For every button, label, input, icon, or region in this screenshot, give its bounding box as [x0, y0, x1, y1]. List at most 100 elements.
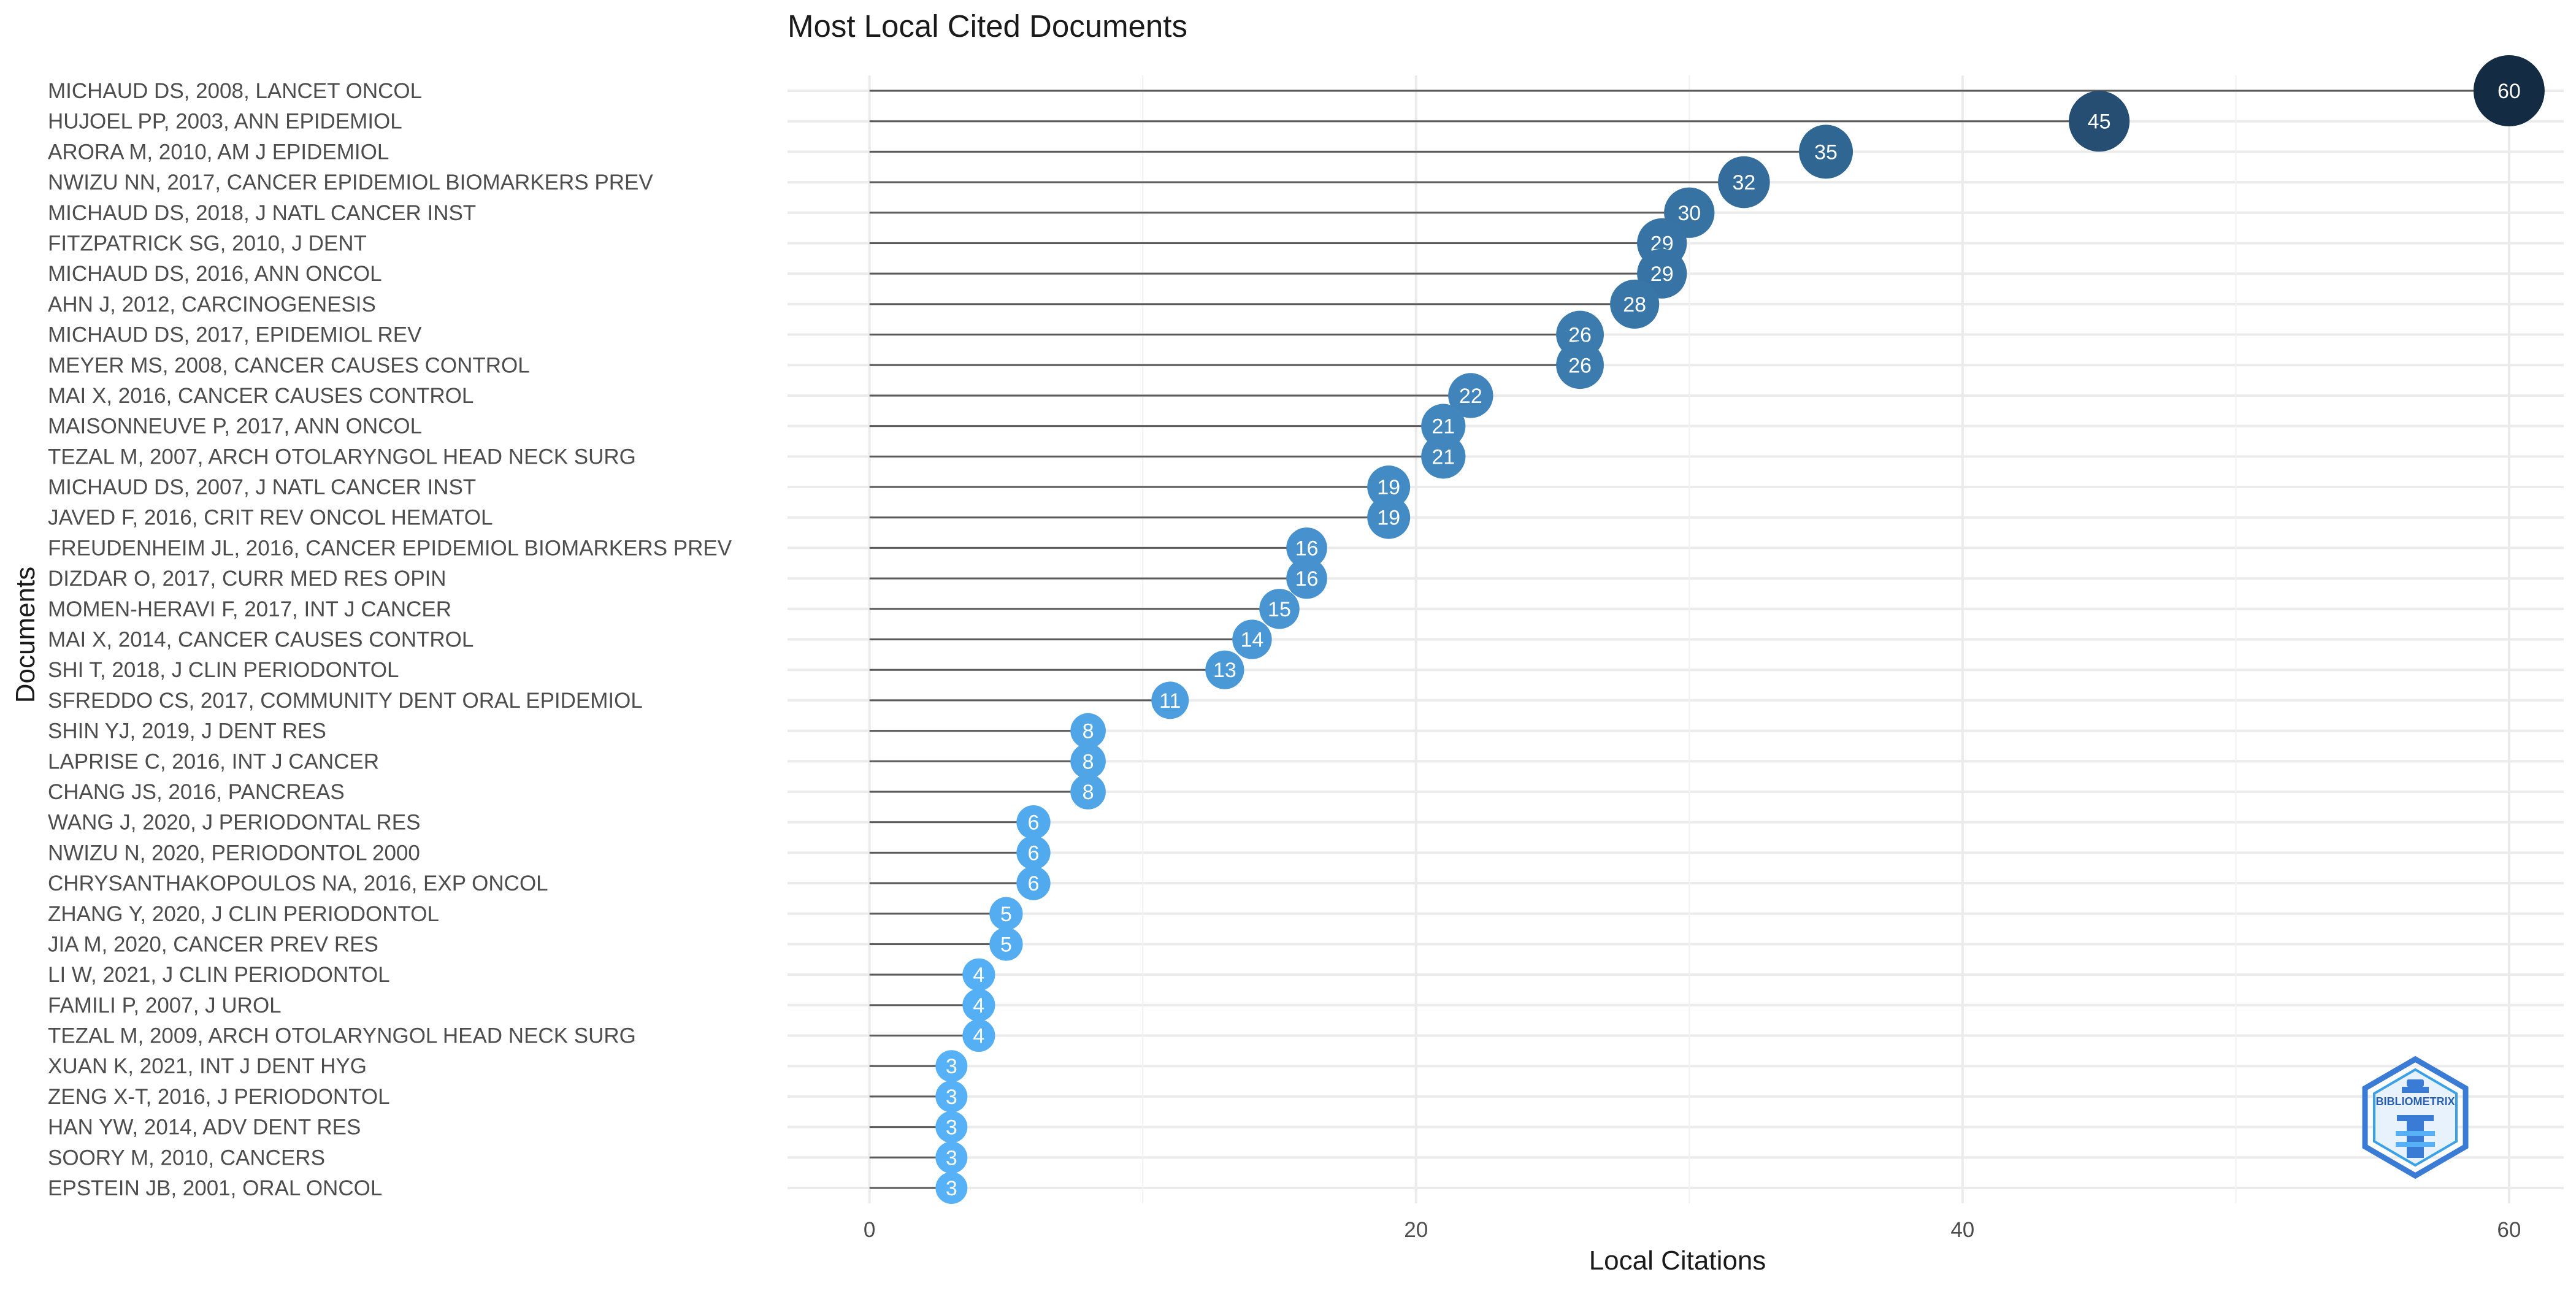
category-label: MEYER MS, 2008, CANCER CAUSES CONTROL	[48, 353, 530, 377]
data-label: 35	[1814, 140, 1838, 164]
lollipop-point	[1367, 465, 1411, 509]
data-label: 16	[1295, 567, 1319, 591]
x-tick-label: 60	[2497, 1218, 2521, 1242]
lollipop-point	[1556, 341, 1604, 389]
data-label: 26	[1568, 354, 1592, 377]
category-label: XUAN K, 2021, INT J DENT HYG	[48, 1054, 367, 1078]
data-label: 22	[1459, 385, 1482, 408]
chart-title: Most Local Cited Documents	[788, 9, 1187, 44]
category-label: TEZAL M, 2009, ARCH OTOLARYNGOL HEAD NEC…	[48, 1024, 636, 1048]
lollipop-point	[1232, 619, 1272, 659]
lollipop-point	[935, 1141, 968, 1174]
data-label: 5	[1000, 933, 1012, 956]
bibliometrix-logo: BIBLIOMETRIX	[2362, 1055, 2469, 1179]
data-label: 19	[1377, 476, 1400, 499]
lollipop-point	[1151, 681, 1189, 719]
data-label: 16	[1295, 537, 1319, 560]
data-label: 6	[1028, 841, 1040, 865]
lollipop-point	[1205, 650, 1244, 689]
lollipop-point	[2069, 91, 2130, 152]
lollipop-point	[1610, 279, 1660, 329]
lollipop-point	[1286, 557, 1327, 599]
data-label: 3	[946, 1116, 957, 1140]
lollipop-point	[989, 897, 1023, 930]
data-label: 19	[1377, 507, 1400, 530]
lollipop-point	[962, 989, 995, 1022]
category-label: DIZDAR O, 2017, CURR MED RES OPIN	[48, 567, 447, 591]
data-label: 32	[1732, 171, 1755, 194]
category-label: JAVED F, 2016, CRIT REV ONCOL HEMATOL	[48, 506, 493, 530]
data-label: 11	[1159, 689, 1181, 713]
lollipop-point	[1016, 805, 1051, 840]
category-label: NWIZU N, 2020, PERIODONTOL 2000	[48, 841, 420, 865]
data-label: 21	[1432, 445, 1455, 469]
lollipop-point	[1259, 589, 1300, 629]
category-label: JIA M, 2020, CANCER PREV RES	[48, 932, 378, 956]
category-label: HUJOEL PP, 2003, ANN EPIDEMIOL	[48, 110, 402, 134]
category-label: CHANG JS, 2016, PANCREAS	[48, 780, 345, 804]
data-label: 6	[1028, 811, 1040, 835]
category-label: MICHAUD DS, 2008, LANCET ONCOL	[48, 79, 422, 103]
data-label: 13	[1213, 659, 1236, 682]
data-label: 28	[1623, 293, 1646, 316]
data-label: 8	[1083, 720, 1094, 743]
category-label: SOORY M, 2010, CANCERS	[48, 1146, 325, 1170]
data-label: 29	[1650, 262, 1674, 286]
category-label: SHI T, 2018, J CLIN PERIODONTOL	[48, 658, 399, 682]
data-label: 5	[1000, 903, 1012, 926]
category-label: ZHANG Y, 2020, J CLIN PERIODONTOL	[48, 902, 439, 926]
category-label: SFREDDO CS, 2017, COMMUNITY DENT ORAL EP…	[48, 689, 643, 713]
lollipop-point	[2473, 55, 2545, 126]
lollipop-point	[1070, 774, 1106, 810]
category-label: AHN J, 2012, CARCINOGENESIS	[48, 293, 376, 316]
category-label: MICHAUD DS, 2016, ANN ONCOL	[48, 262, 382, 286]
data-label: 3	[946, 1146, 957, 1170]
lollipop-point	[1070, 713, 1106, 749]
data-label: 8	[1083, 781, 1094, 804]
lollipop-point	[1421, 434, 1466, 479]
data-label: 30	[1677, 202, 1701, 225]
lollipop-stems	[869, 90, 2509, 1189]
category-label: CHRYSANTHAKOPOULOS NA, 2016, EXP ONCOL	[48, 872, 548, 895]
category-label: MICHAUD DS, 2018, J NATL CANCER INST	[48, 201, 476, 225]
lollipop-point	[1016, 866, 1051, 900]
category-label: WANG J, 2020, J PERIODONTAL RES	[48, 811, 420, 835]
lollipop-point	[935, 1111, 968, 1143]
lollipop-point	[1367, 496, 1411, 539]
y-axis-title: Documents	[10, 567, 40, 703]
logo-text: BIBLIOMETRIX	[2376, 1095, 2455, 1108]
lollipop-point	[989, 927, 1023, 961]
data-label: 4	[973, 963, 984, 987]
category-label: MAI X, 2014, CANCER CAUSES CONTROL	[48, 628, 473, 652]
category-label: ARORA M, 2010, AM J EPIDEMIOL	[48, 140, 389, 164]
category-label: MAI X, 2016, CANCER CAUSES CONTROL	[48, 384, 473, 408]
category-label: LI W, 2021, J CLIN PERIODONTOL	[48, 963, 390, 987]
category-label: TEZAL M, 2007, ARCH OTOLARYNGOL HEAD NEC…	[48, 445, 636, 469]
data-label: 3	[946, 1177, 957, 1200]
data-label: 6	[1028, 872, 1040, 895]
data-label: 14	[1241, 629, 1264, 652]
lollipop-point	[962, 958, 995, 991]
x-tick-label: 20	[1404, 1218, 1428, 1242]
category-label: FITZPATRICK SG, 2010, J DENT	[48, 231, 367, 255]
lollipop-point	[1421, 404, 1466, 448]
category-label: LAPRISE C, 2016, INT J CANCER	[48, 749, 379, 773]
data-label: 60	[2497, 80, 2521, 103]
category-label: MAISONNEUVE P, 2017, ANN ONCOL	[48, 415, 422, 439]
lollipop-point	[1799, 125, 1853, 179]
category-label: MICHAUD DS, 2017, EPIDEMIOL REV	[48, 323, 422, 347]
lollipop-point	[935, 1080, 968, 1113]
data-label: 3	[946, 1055, 957, 1078]
lollipop-points: 6045353230292928262622212119191616151413…	[935, 55, 2545, 1204]
data-label: 4	[973, 994, 984, 1017]
category-label: HAN YW, 2014, ADV DENT RES	[48, 1116, 361, 1140]
category-label: ZENG X-T, 2016, J PERIODONTOL	[48, 1085, 390, 1109]
data-label: 4	[973, 1025, 984, 1048]
lollipop-point	[1016, 835, 1051, 870]
lollipop-point	[962, 1019, 995, 1052]
x-axis-title: Local Citations	[1589, 1246, 1766, 1276]
category-label: MICHAUD DS, 2007, J NATL CANCER INST	[48, 475, 476, 499]
x-tick-label: 0	[864, 1218, 875, 1242]
data-label: 15	[1268, 598, 1291, 621]
